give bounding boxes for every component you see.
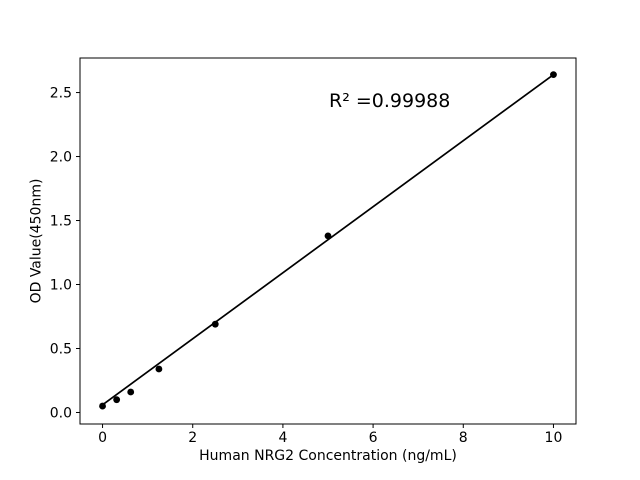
data-point (127, 388, 135, 396)
x-tick-label: 4 (278, 430, 287, 446)
y-tick-label: 2.0 (50, 150, 72, 166)
data-point (113, 396, 121, 404)
data-point (211, 320, 219, 328)
x-tick-label: 10 (545, 430, 563, 446)
y-tick-label: 2.5 (50, 86, 72, 102)
x-tick-label: 0 (98, 430, 107, 446)
data-point (550, 71, 557, 79)
y-tick-label: 1.0 (50, 278, 72, 294)
y-tick-label: 0.5 (50, 341, 72, 357)
y-axis-label: OD Value(450nm) (28, 178, 45, 304)
r-squared-annotation: R² =0.99988 (329, 90, 451, 112)
data-point (324, 232, 332, 240)
x-tick-label: 2 (188, 430, 197, 446)
x-tick-label: 8 (459, 430, 468, 446)
x-axis-label: Human NRG2 Concentration (ng/mL) (199, 448, 457, 464)
plot-frame (79, 57, 577, 425)
x-tick-label: 6 (369, 430, 378, 446)
fit-line (101, 73, 555, 406)
y-tick-label: 0.0 (50, 405, 72, 421)
data-point (155, 365, 163, 373)
data-point (99, 402, 106, 410)
y-tick-label: 1.5 (50, 214, 72, 230)
